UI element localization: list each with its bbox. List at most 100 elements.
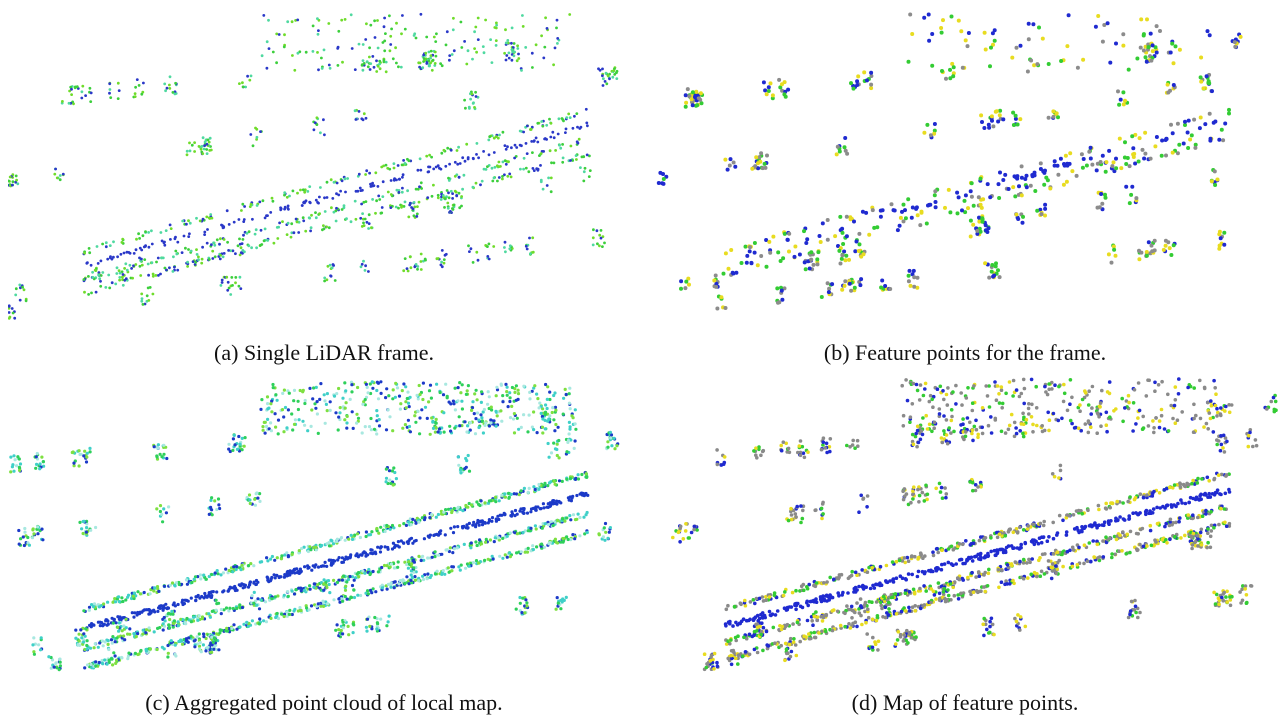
point: [368, 213, 371, 216]
point: [313, 582, 316, 585]
point: [239, 243, 242, 246]
point: [1105, 507, 1109, 511]
points: [9, 380, 619, 671]
point: [326, 409, 329, 412]
point: [920, 210, 924, 214]
point: [127, 251, 130, 254]
point: [1108, 61, 1112, 65]
point: [407, 567, 410, 570]
point: [841, 242, 845, 246]
point: [1089, 146, 1093, 150]
point: [927, 39, 931, 43]
point: [934, 200, 938, 204]
point: [899, 216, 903, 220]
point: [503, 52, 506, 55]
point: [181, 251, 184, 254]
point: [364, 264, 367, 267]
point: [511, 59, 514, 62]
point: [505, 42, 508, 45]
point: [260, 398, 263, 401]
point: [1013, 174, 1017, 178]
point: [183, 602, 186, 605]
point: [134, 95, 137, 98]
point: [256, 597, 259, 600]
point: [202, 574, 205, 577]
point: [568, 432, 571, 435]
point: [525, 167, 528, 170]
point: [379, 380, 382, 383]
point: [475, 153, 478, 156]
point: [500, 494, 503, 497]
point: [149, 286, 152, 289]
point: [149, 592, 152, 595]
point: [555, 608, 558, 611]
point: [388, 415, 391, 418]
point: [1101, 154, 1105, 158]
point: [361, 63, 364, 66]
point: [615, 444, 618, 447]
point: [507, 405, 510, 408]
point: [390, 563, 393, 566]
point: [164, 619, 167, 622]
point: [543, 484, 546, 487]
point: [11, 307, 14, 310]
point: [483, 424, 486, 427]
point: [375, 627, 378, 630]
point: [248, 498, 251, 501]
point: [371, 380, 374, 383]
point: [460, 195, 463, 198]
point: [981, 217, 985, 221]
point: [558, 117, 561, 120]
point: [274, 393, 277, 396]
point: [308, 608, 311, 611]
point: [271, 555, 274, 558]
point: [246, 75, 249, 78]
point: [971, 223, 975, 227]
point: [221, 279, 224, 282]
point: [138, 84, 141, 87]
point: [1225, 473, 1229, 477]
point: [364, 173, 367, 176]
point: [996, 120, 1000, 124]
point: [308, 584, 311, 587]
point: [249, 133, 252, 136]
point: [401, 389, 404, 392]
point: [401, 14, 404, 17]
point: [812, 263, 816, 267]
point: [244, 436, 247, 439]
point: [336, 623, 339, 626]
point: [990, 114, 994, 118]
point: [1089, 157, 1093, 161]
point: [1192, 118, 1196, 122]
point: [330, 275, 333, 278]
point: [1147, 45, 1151, 49]
point: [103, 623, 106, 626]
point: [1145, 254, 1149, 258]
point: [47, 655, 50, 658]
point: [859, 277, 863, 281]
point: [229, 586, 232, 589]
point: [409, 579, 412, 582]
point: [40, 636, 43, 639]
point: [1025, 174, 1029, 178]
point: [508, 57, 511, 60]
point: [835, 152, 839, 156]
point: [471, 58, 474, 61]
point: [36, 452, 39, 455]
point: [1153, 248, 1157, 252]
point: [331, 266, 334, 269]
point: [467, 158, 470, 161]
point: [435, 418, 438, 421]
point: [98, 605, 101, 608]
point: [402, 159, 405, 162]
point: [170, 227, 173, 230]
point: [442, 393, 445, 396]
point: [193, 639, 196, 642]
point: [344, 589, 347, 592]
point: [526, 125, 529, 128]
point: [986, 182, 990, 186]
point: [194, 595, 197, 598]
point: [485, 538, 488, 541]
point: [803, 260, 807, 264]
point: [336, 558, 339, 561]
